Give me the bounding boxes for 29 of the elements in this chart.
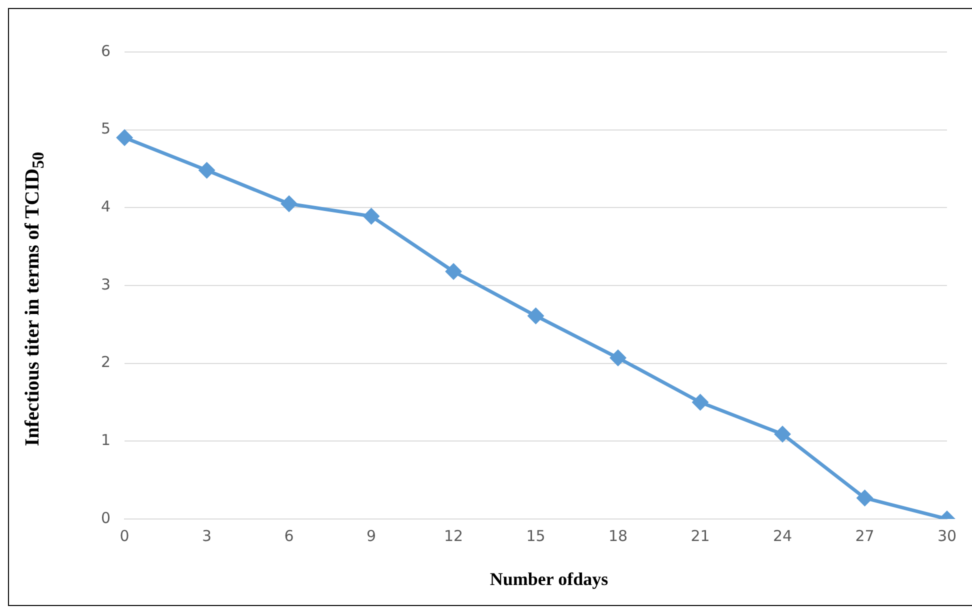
point <box>528 308 544 324</box>
x-tick-label: 0 <box>120 526 130 545</box>
x-tick-label: 9 <box>366 526 376 545</box>
x-tick-label: 24 <box>772 526 792 545</box>
x-tick-label: 30 <box>937 526 957 545</box>
x-tick-label: 18 <box>608 526 628 545</box>
x-tick-label: 6 <box>284 526 294 545</box>
x-tick-label: 3 <box>202 526 212 545</box>
x-tick-label: 21 <box>690 526 710 545</box>
point <box>116 130 132 146</box>
point <box>610 350 626 366</box>
y-tick-label: 0 <box>100 508 111 527</box>
point <box>692 394 708 410</box>
point <box>281 196 297 212</box>
point <box>774 426 790 442</box>
y-tick-label: 3 <box>100 275 111 294</box>
y-tick-label: 5 <box>100 120 111 138</box>
point <box>857 490 873 506</box>
x-axis-title: Number ofdays <box>490 569 608 590</box>
x-tick-label: 15 <box>526 526 546 545</box>
y-tick-label: 6 <box>100 42 111 60</box>
x-tick-label: 12 <box>444 526 464 545</box>
point <box>199 162 215 178</box>
y-tick-label: 1 <box>100 431 111 450</box>
y-tick-label: 2 <box>100 353 111 372</box>
x-tick-label: 27 <box>855 526 874 545</box>
point <box>446 264 462 280</box>
point <box>364 208 380 224</box>
y-tick-label: 4 <box>100 198 111 216</box>
